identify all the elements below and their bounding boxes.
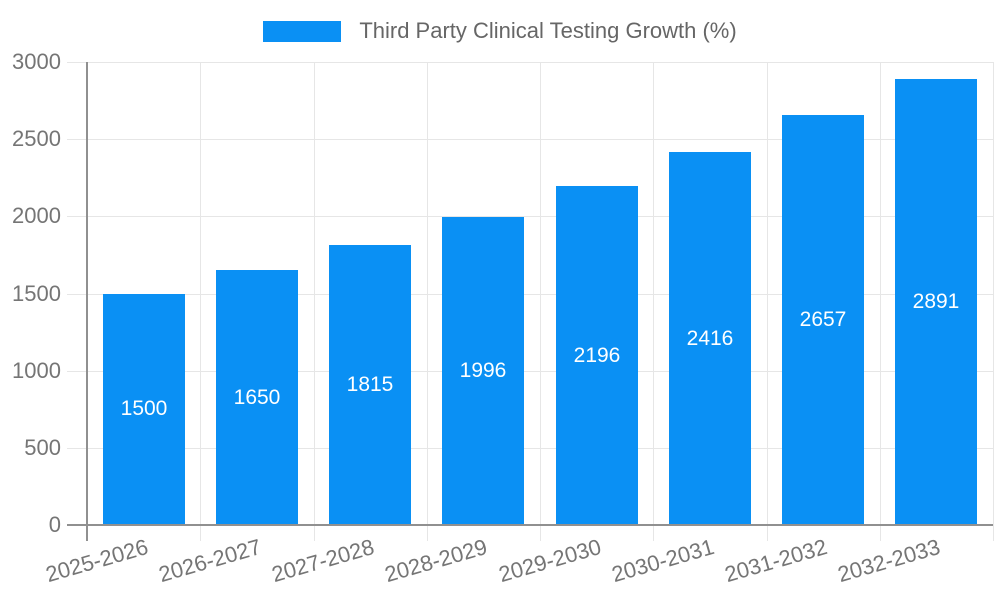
y-axis-line	[86, 62, 88, 541]
bar[interactable]	[103, 294, 185, 526]
bar[interactable]	[216, 270, 298, 525]
y-axis-tick-label: 1000	[12, 358, 61, 383]
gridline-vertical	[767, 62, 768, 541]
bar[interactable]	[556, 186, 638, 525]
y-axis-tick-label: 2000	[12, 203, 61, 228]
y-axis-tick-label: 0	[48, 512, 61, 537]
bar[interactable]	[782, 115, 864, 525]
gridline-vertical	[993, 62, 994, 541]
gridline-horizontal	[67, 216, 993, 217]
x-axis-line	[67, 524, 993, 526]
bar[interactable]	[329, 245, 411, 525]
gridline-vertical	[200, 62, 201, 541]
gridline-vertical	[653, 62, 654, 541]
y-axis-tick-label: 500	[24, 435, 61, 460]
gridline-horizontal	[67, 62, 993, 63]
gridline-vertical	[314, 62, 315, 541]
y-axis-tick-label: 1500	[12, 281, 61, 306]
gridline-vertical	[880, 62, 881, 541]
gridline-vertical	[427, 62, 428, 541]
gridline-horizontal	[67, 448, 993, 449]
y-axis-tick-label: 3000	[12, 49, 61, 74]
legend-label: Third Party Clinical Testing Growth (%)	[359, 18, 737, 43]
legend[interactable]: Third Party Clinical Testing Growth (%)	[0, 18, 1000, 44]
legend-swatch-icon[interactable]	[263, 20, 342, 42]
gridline-horizontal	[67, 371, 993, 372]
bar[interactable]	[669, 152, 751, 525]
y-axis-tick-label: 2500	[12, 126, 61, 151]
bar[interactable]	[895, 79, 977, 525]
gridline-horizontal	[67, 294, 993, 295]
bar[interactable]	[442, 217, 524, 525]
gridline-vertical	[540, 62, 541, 541]
gridline-horizontal	[67, 139, 993, 140]
